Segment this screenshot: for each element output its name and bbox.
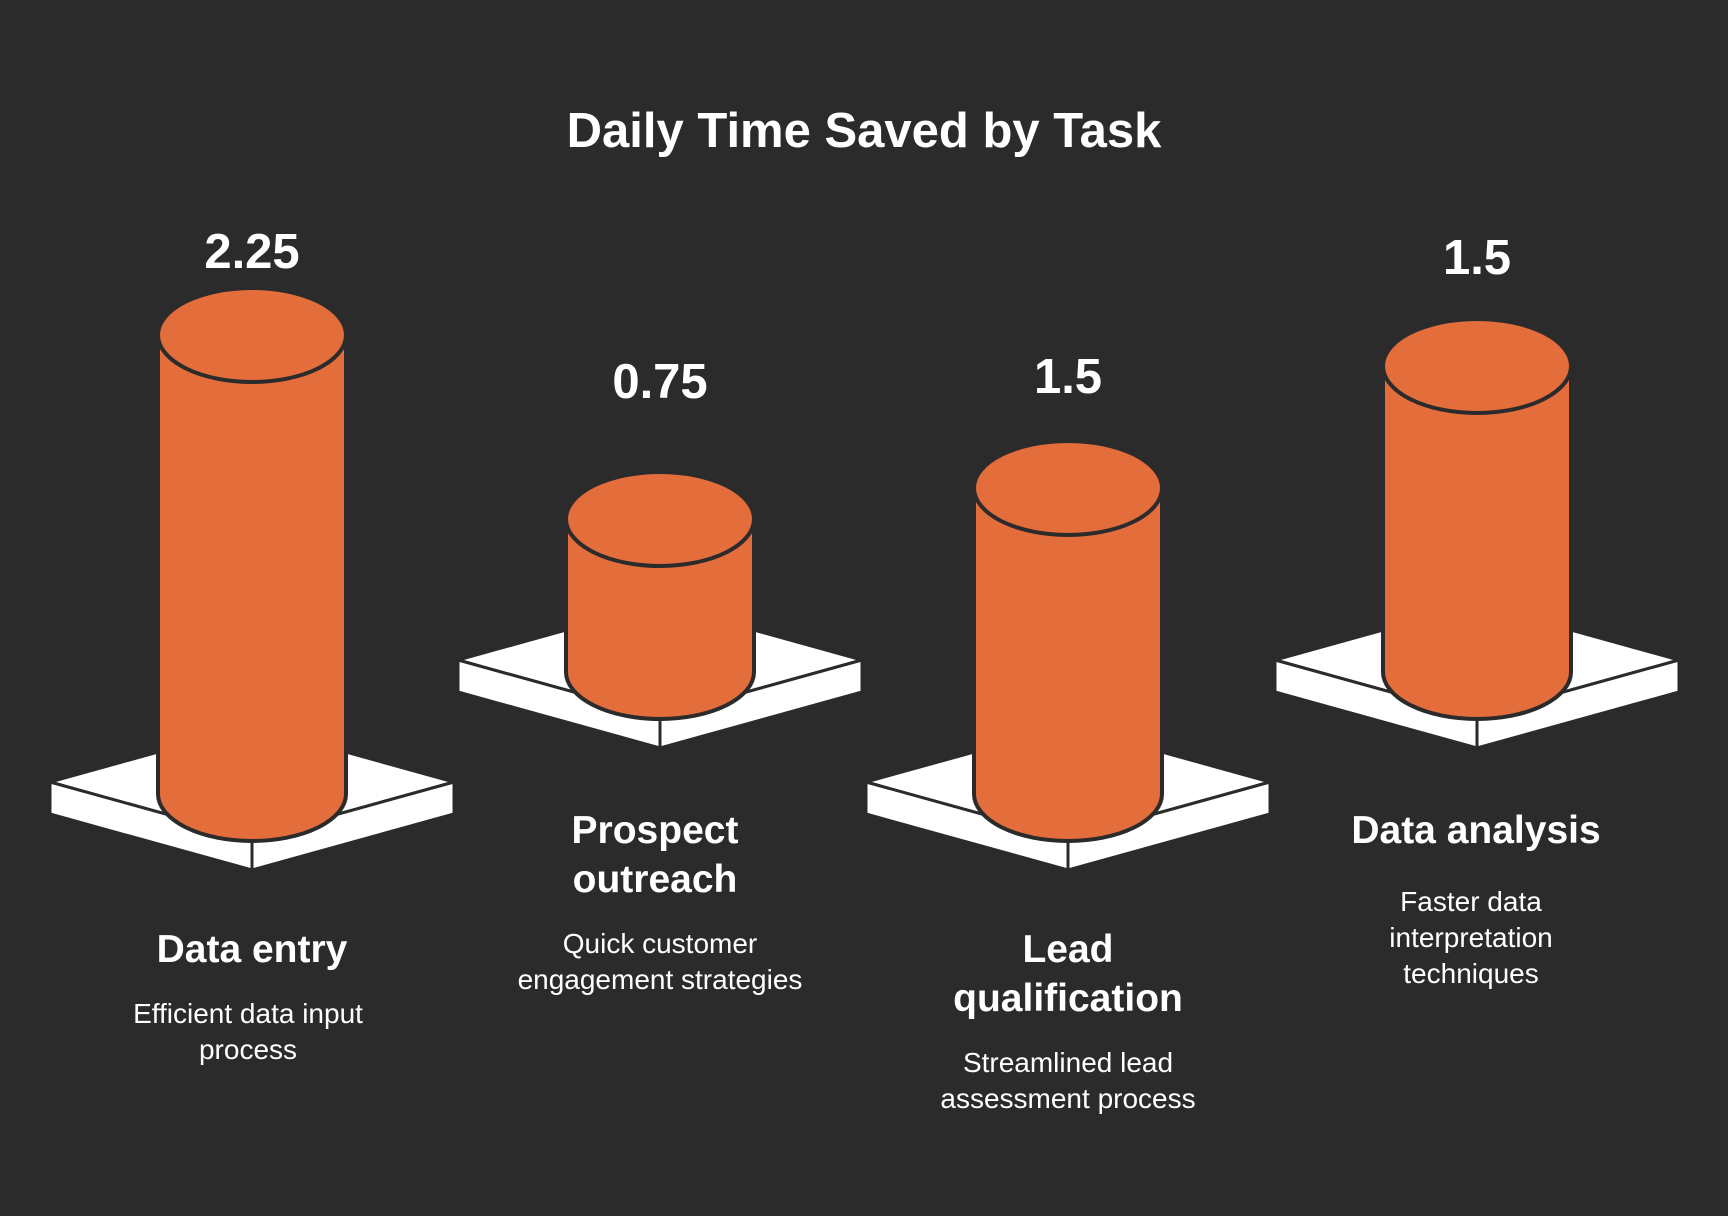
category-desc-lead-qualification: Streamlined lead assessment process (940, 1047, 1196, 1114)
category-label-lead-qualification: Lead qualification (953, 928, 1183, 1020)
bar-top-lead-qualification (972, 439, 1164, 537)
base-right-data-entry (250, 780, 456, 872)
bar-data-analysis (1381, 364, 1573, 721)
value-label-data-entry: 2.25 (204, 225, 300, 279)
category-label-data-analysis: Data analysis (1351, 809, 1601, 852)
category-desc-data-analysis: Faster data interpretation techniques (1389, 886, 1553, 989)
bar-top-data-entry (156, 286, 348, 384)
bar-prospect-outreach (564, 517, 756, 721)
bar-top-data-analysis (1381, 317, 1573, 415)
base-right-lead-qualification (1066, 780, 1272, 872)
category-desc-prospect-outreach: Quick customer engagement strategies (517, 928, 803, 995)
bar-lead-qualification (972, 486, 1164, 843)
base-right-prospect-outreach (658, 658, 864, 750)
bar-top-prospect-outreach (564, 470, 756, 568)
category-desc-data-entry: Efficient data input process (133, 998, 363, 1065)
bar-data-entry (156, 333, 348, 843)
value-label-prospect-outreach: 0.75 (612, 355, 708, 409)
value-label-lead-qualification: 1.5 (1033, 350, 1103, 404)
category-label-data-entry: Data entry (156, 928, 348, 971)
base-right-data-analysis (1475, 658, 1681, 750)
chart-title: Daily Time Saved by Task (566, 104, 1162, 158)
category-label-prospect-outreach: Prospect outreach (571, 809, 739, 901)
value-label-data-analysis: 1.5 (1442, 231, 1512, 285)
